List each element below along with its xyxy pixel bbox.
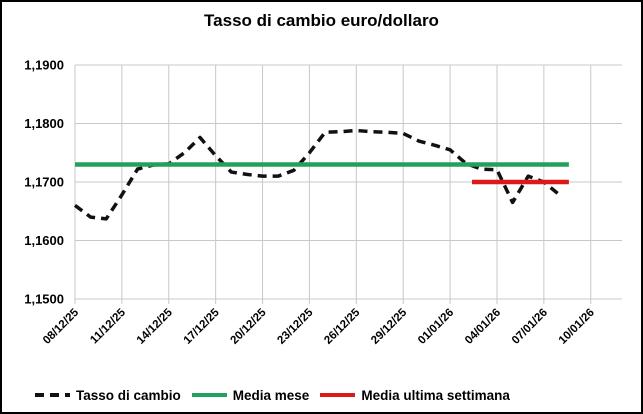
y-tick-label: 1,1700 (24, 175, 64, 190)
legend-label-media-ultima-settimana: Media ultima settimana (361, 387, 510, 403)
x-tick-label: 29/12/25 (369, 306, 410, 347)
x-tick-label: 08/12/25 (41, 306, 82, 347)
tasso-di-cambio-line (73, 128, 561, 221)
x-tick-label: 20/12/25 (229, 306, 270, 347)
legend-label-tasso-di-cambio: Tasso di cambio (76, 387, 181, 403)
red-line-sample (320, 392, 356, 398)
x-tick-label: 01/01/26 (416, 307, 456, 347)
y-tick-label: 1,1600 (24, 233, 64, 248)
dashed-line-sample (35, 392, 70, 398)
x-tick-label: 17/12/25 (182, 306, 223, 347)
chart-legend: Tasso di cambio Media mese Media ultima … (35, 384, 510, 406)
legend-item-media-mese: Media mese (191, 387, 310, 403)
x-tick-label: 23/12/25 (275, 306, 316, 347)
x-tick-label: 14/12/25 (135, 306, 176, 347)
y-tick-label: 1,1500 (24, 292, 64, 307)
y-tick-label: 1,1900 (24, 58, 64, 73)
x-tick-label: 26/12/25 (322, 306, 363, 347)
x-tick-label: 11/12/25 (88, 306, 128, 346)
x-tick-label: 07/01/26 (510, 307, 550, 347)
legend-label-media-mese: Media mese (232, 387, 310, 403)
y-tick-label: 1,1800 (24, 116, 64, 131)
legend-item-tasso-di-cambio: Tasso di cambio (35, 388, 181, 403)
chart-title: Tasso di cambio euro/dollaro (204, 11, 439, 30)
x-tick-label: 10/01/26 (557, 307, 597, 347)
x-tick-label: 04/01/26 (463, 307, 503, 347)
legend-item-media-ultima-settimana: Media ultima settimana (320, 388, 510, 403)
green-line-sample (191, 392, 227, 398)
